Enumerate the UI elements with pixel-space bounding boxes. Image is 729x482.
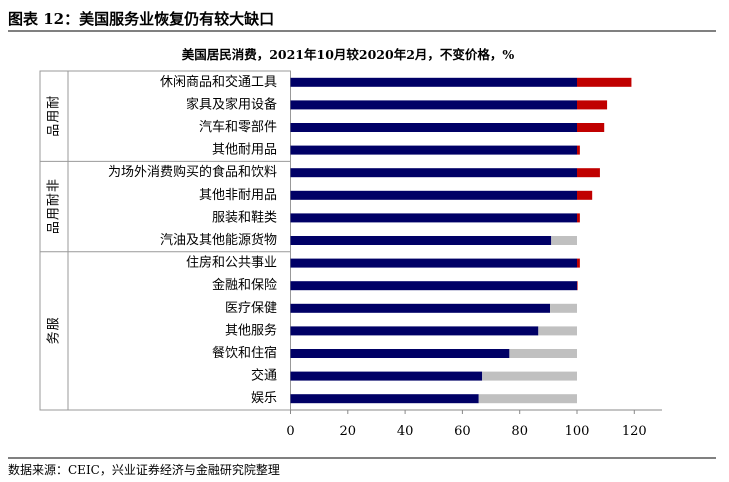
group-label: 耐 [47,193,62,206]
category-label: 医疗保健 [225,301,277,316]
group-label: 品 [47,221,62,234]
x-tick-label: 60 [454,424,471,439]
bar-level [290,349,510,358]
x-tick-label: 100 [565,424,590,439]
bar-gap [509,349,577,358]
bar-above-baseline [577,213,580,223]
group-label: 非 [47,179,62,192]
group-label: 耐 [47,96,62,109]
bar-level [290,77,577,87]
bar-level [290,213,577,223]
group-label: 服 [47,317,62,330]
bar-level [290,258,577,268]
category-label: 休闲商品和交通工具 [160,74,277,90]
bar-level [290,326,539,336]
bar-level [290,100,577,110]
category-label: 交通 [251,368,277,384]
bar-above-baseline [577,281,578,291]
bar-gap [550,303,577,313]
x-tick-label: 20 [340,424,357,439]
category-label: 金融和保险 [212,277,277,293]
chart-title: 美国居民消费，2021年10月较2020年2月，不变价格，% [182,47,515,62]
bar-level [290,394,479,404]
category-label: 其他非耐用品 [199,188,277,203]
bar-level [290,371,483,381]
bar-above-baseline [577,100,608,110]
bar-level [290,145,577,155]
group-label: 用 [47,207,62,220]
category-label: 住房和公共事业 [186,255,277,271]
bar-above-baseline [577,123,605,132]
category-label: 服装和鞋类 [212,209,277,225]
x-tick-label: 120 [622,424,647,439]
bar-above-baseline [577,77,632,87]
bar-level [290,123,577,132]
bar-level [290,190,577,200]
x-tick-label: 40 [397,424,414,439]
bar-above-baseline [577,168,600,178]
bar-level [290,168,577,178]
bar-level [290,281,577,291]
figure-title: 图表 12：美国服务业恢复仍有较大缺口 [8,10,274,28]
bar-gap [551,236,577,245]
x-tick-label: 80 [511,424,528,439]
bar-level [290,303,551,313]
bar-gap [478,394,577,404]
bar-gap [538,326,577,336]
category-label: 汽车和零部件 [199,119,277,135]
category-label: 餐饮和住宿 [212,345,277,361]
category-label: 其他服务 [225,322,277,338]
x-tick-label: 0 [286,424,294,439]
bar-above-baseline [577,145,580,155]
group-label: 务 [46,331,62,344]
category-label: 为场外消费购买的食品和饮料 [108,164,277,180]
group-label: 用 [47,110,62,123]
category-label: 家具及家用设备 [186,96,277,112]
bar-gap [482,371,577,381]
bar-above-baseline [577,190,593,200]
source-note: 数据来源：CEIC，兴业证券经济与金融研究院整理 [8,462,280,477]
category-label: 汽油及其他能源货物 [160,232,277,248]
bar-level [290,236,552,245]
category-label: 娱乐 [251,391,277,406]
group-label: 品 [47,124,62,137]
bar-above-baseline [577,258,580,268]
category-label: 其他耐用品 [212,143,277,158]
